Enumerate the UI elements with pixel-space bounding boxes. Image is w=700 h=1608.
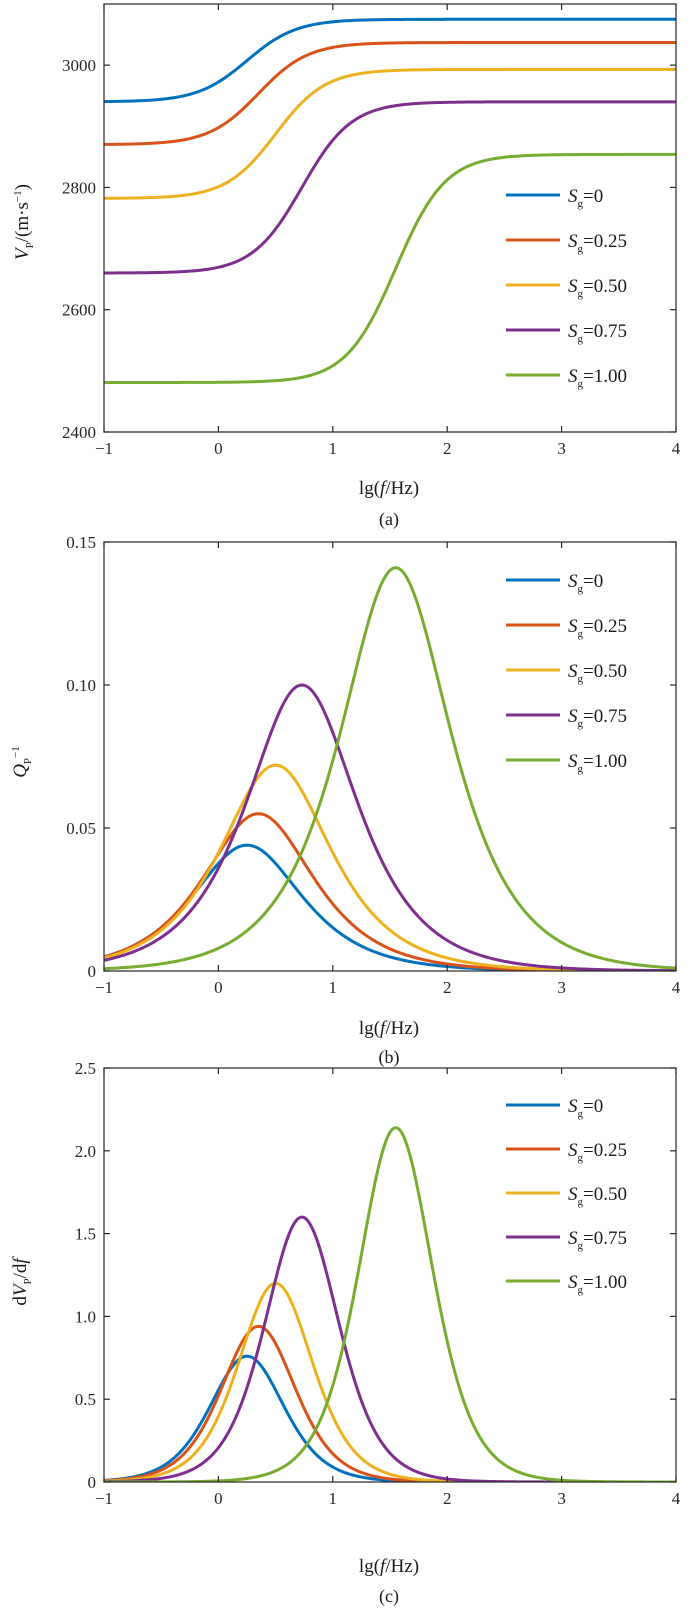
- panel-c-xlabel: lg(f/Hz): [359, 1556, 419, 1577]
- x-tick-label: 4: [672, 439, 681, 458]
- series-line-1: [104, 41, 676, 146]
- y-tick-label: 0: [88, 962, 97, 981]
- legend-label: Sg=0: [568, 1096, 603, 1120]
- panel-a-xlabel: lg(f/Hz): [359, 478, 419, 499]
- legend-label: Sg=0.50: [568, 276, 627, 300]
- legend-label: Sg=0.75: [568, 706, 627, 730]
- series-line-2: [104, 1281, 676, 1482]
- y-tick-label: 2800: [62, 178, 96, 197]
- x-tick-label: −1: [95, 1489, 113, 1508]
- series-line-4: [104, 566, 676, 971]
- x-tick-label: −1: [95, 439, 113, 458]
- x-tick-label: 4: [672, 1489, 681, 1508]
- x-tick-label: 0: [214, 439, 223, 458]
- panel-a: VP/(m·s−1) −1 0 1 2 3 42400260028003000Sg=0Sg…: [12, 3, 681, 530]
- y-tick-label: 2600: [62, 301, 96, 320]
- x-tick-label: 0: [214, 1489, 223, 1508]
- legend-label: Sg=1.00: [568, 1272, 627, 1296]
- panel-a-caption: (a): [379, 509, 399, 530]
- series-line-0: [104, 1354, 676, 1482]
- series-line-3: [104, 683, 676, 971]
- y-tick-label: 2.0: [75, 1142, 96, 1161]
- legend: Sg=0 Sg=0.25 Sg=0.50 Sg=0.75 Sg=1.00: [506, 1096, 627, 1296]
- x-tick-label: 2: [443, 1489, 452, 1508]
- y-tick-label: 0.5: [75, 1390, 96, 1409]
- panel-c-plot: −1 0 1 2 3 400.51.01.52.02.5Sg=0Sg=0.25Sg=0.5…: [75, 1059, 681, 1508]
- plot-frame: [103, 541, 677, 972]
- x-tick-label: 0: [214, 978, 223, 997]
- y-tick-label: 1.0: [75, 1307, 96, 1326]
- panel-b-xlabel: lg(f/Hz): [359, 1018, 419, 1039]
- y-tick-label: 0.05: [66, 819, 96, 838]
- x-tick-label: 3: [557, 439, 566, 458]
- series-line-2: [104, 763, 676, 971]
- panel-c-caption: (c): [379, 1586, 399, 1607]
- legend-label: Sg=0: [568, 186, 603, 210]
- series-line-4: [104, 1126, 676, 1482]
- series-line-4: [104, 152, 676, 384]
- x-tick-label: 2: [443, 978, 452, 997]
- x-tick-label: 3: [557, 1489, 566, 1508]
- legend-label: Sg=1.00: [568, 751, 627, 775]
- series-line-1: [104, 812, 676, 971]
- legend-label: Sg=0: [568, 571, 603, 595]
- panel-b-plot: −1 0 1 2 3 400.050.100.15Sg=0Sg=0.25Sg=0.50Sg…: [66, 533, 681, 997]
- legend: Sg=0 Sg=0.25 Sg=0.50 Sg=0.75 Sg=1.00: [506, 186, 627, 390]
- legend-label: Sg=0.75: [568, 321, 627, 345]
- y-tick-label: 3000: [62, 56, 96, 75]
- plot-frame: [103, 3, 677, 433]
- x-tick-label: 1: [329, 978, 338, 997]
- panel-a-ylabel: VP/(m·s−1): [12, 184, 36, 260]
- legend-label: Sg=0.75: [568, 1228, 627, 1252]
- series-line-3: [104, 100, 676, 275]
- panel-c-ylabel: dVP/df: [10, 1256, 34, 1306]
- plot-frame: [103, 1067, 677, 1483]
- panel-c: dVP/df −1 0 1 2 3 400.51.01.52.02.5Sg=0Sg=0.2…: [10, 1059, 681, 1607]
- y-tick-label: 0.10: [66, 676, 96, 695]
- x-tick-label: 1: [329, 1489, 338, 1508]
- y-tick-label: 2400: [62, 423, 96, 442]
- panel-b: QP−1 −1 0 1 2 3 400.050.100.15Sg=0Sg=0.25Sg=0…: [10, 533, 681, 1068]
- legend-label: Sg=0.25: [568, 616, 627, 640]
- y-tick-label: 0.15: [66, 533, 96, 552]
- series-line-0: [104, 17, 676, 104]
- legend-label: Sg=0.50: [568, 1184, 627, 1208]
- x-tick-label: 3: [557, 978, 566, 997]
- legend-label: Sg=0.50: [568, 661, 627, 685]
- series-line-0: [104, 843, 676, 971]
- legend: Sg=0 Sg=0.25 Sg=0.50 Sg=0.75 Sg=1.00: [506, 571, 627, 775]
- x-tick-label: 1: [329, 439, 338, 458]
- panel-a-plot: −1 0 1 2 3 4 2400 2600 2800 3000 Sg=0 Sg=0.25 Sg=0.5…: [62, 3, 681, 458]
- x-tick-label: 4: [672, 978, 681, 997]
- panel-b-ylabel: QP−1: [10, 746, 34, 778]
- legend-label: Sg=1.00: [568, 366, 627, 390]
- y-tick-label: 2.5: [75, 1059, 96, 1078]
- series-line-1: [104, 1324, 676, 1482]
- legend-label: Sg=0.25: [568, 231, 627, 255]
- x-tick-label: 2: [443, 439, 452, 458]
- y-tick-label: 1.5: [75, 1225, 96, 1244]
- legend-label: Sg=0.25: [568, 1140, 627, 1164]
- x-tick-label: −1: [95, 978, 113, 997]
- y-tick-label: 0: [88, 1473, 97, 1492]
- panel-b-caption: (b): [379, 1047, 400, 1068]
- series-line-2: [104, 67, 676, 200]
